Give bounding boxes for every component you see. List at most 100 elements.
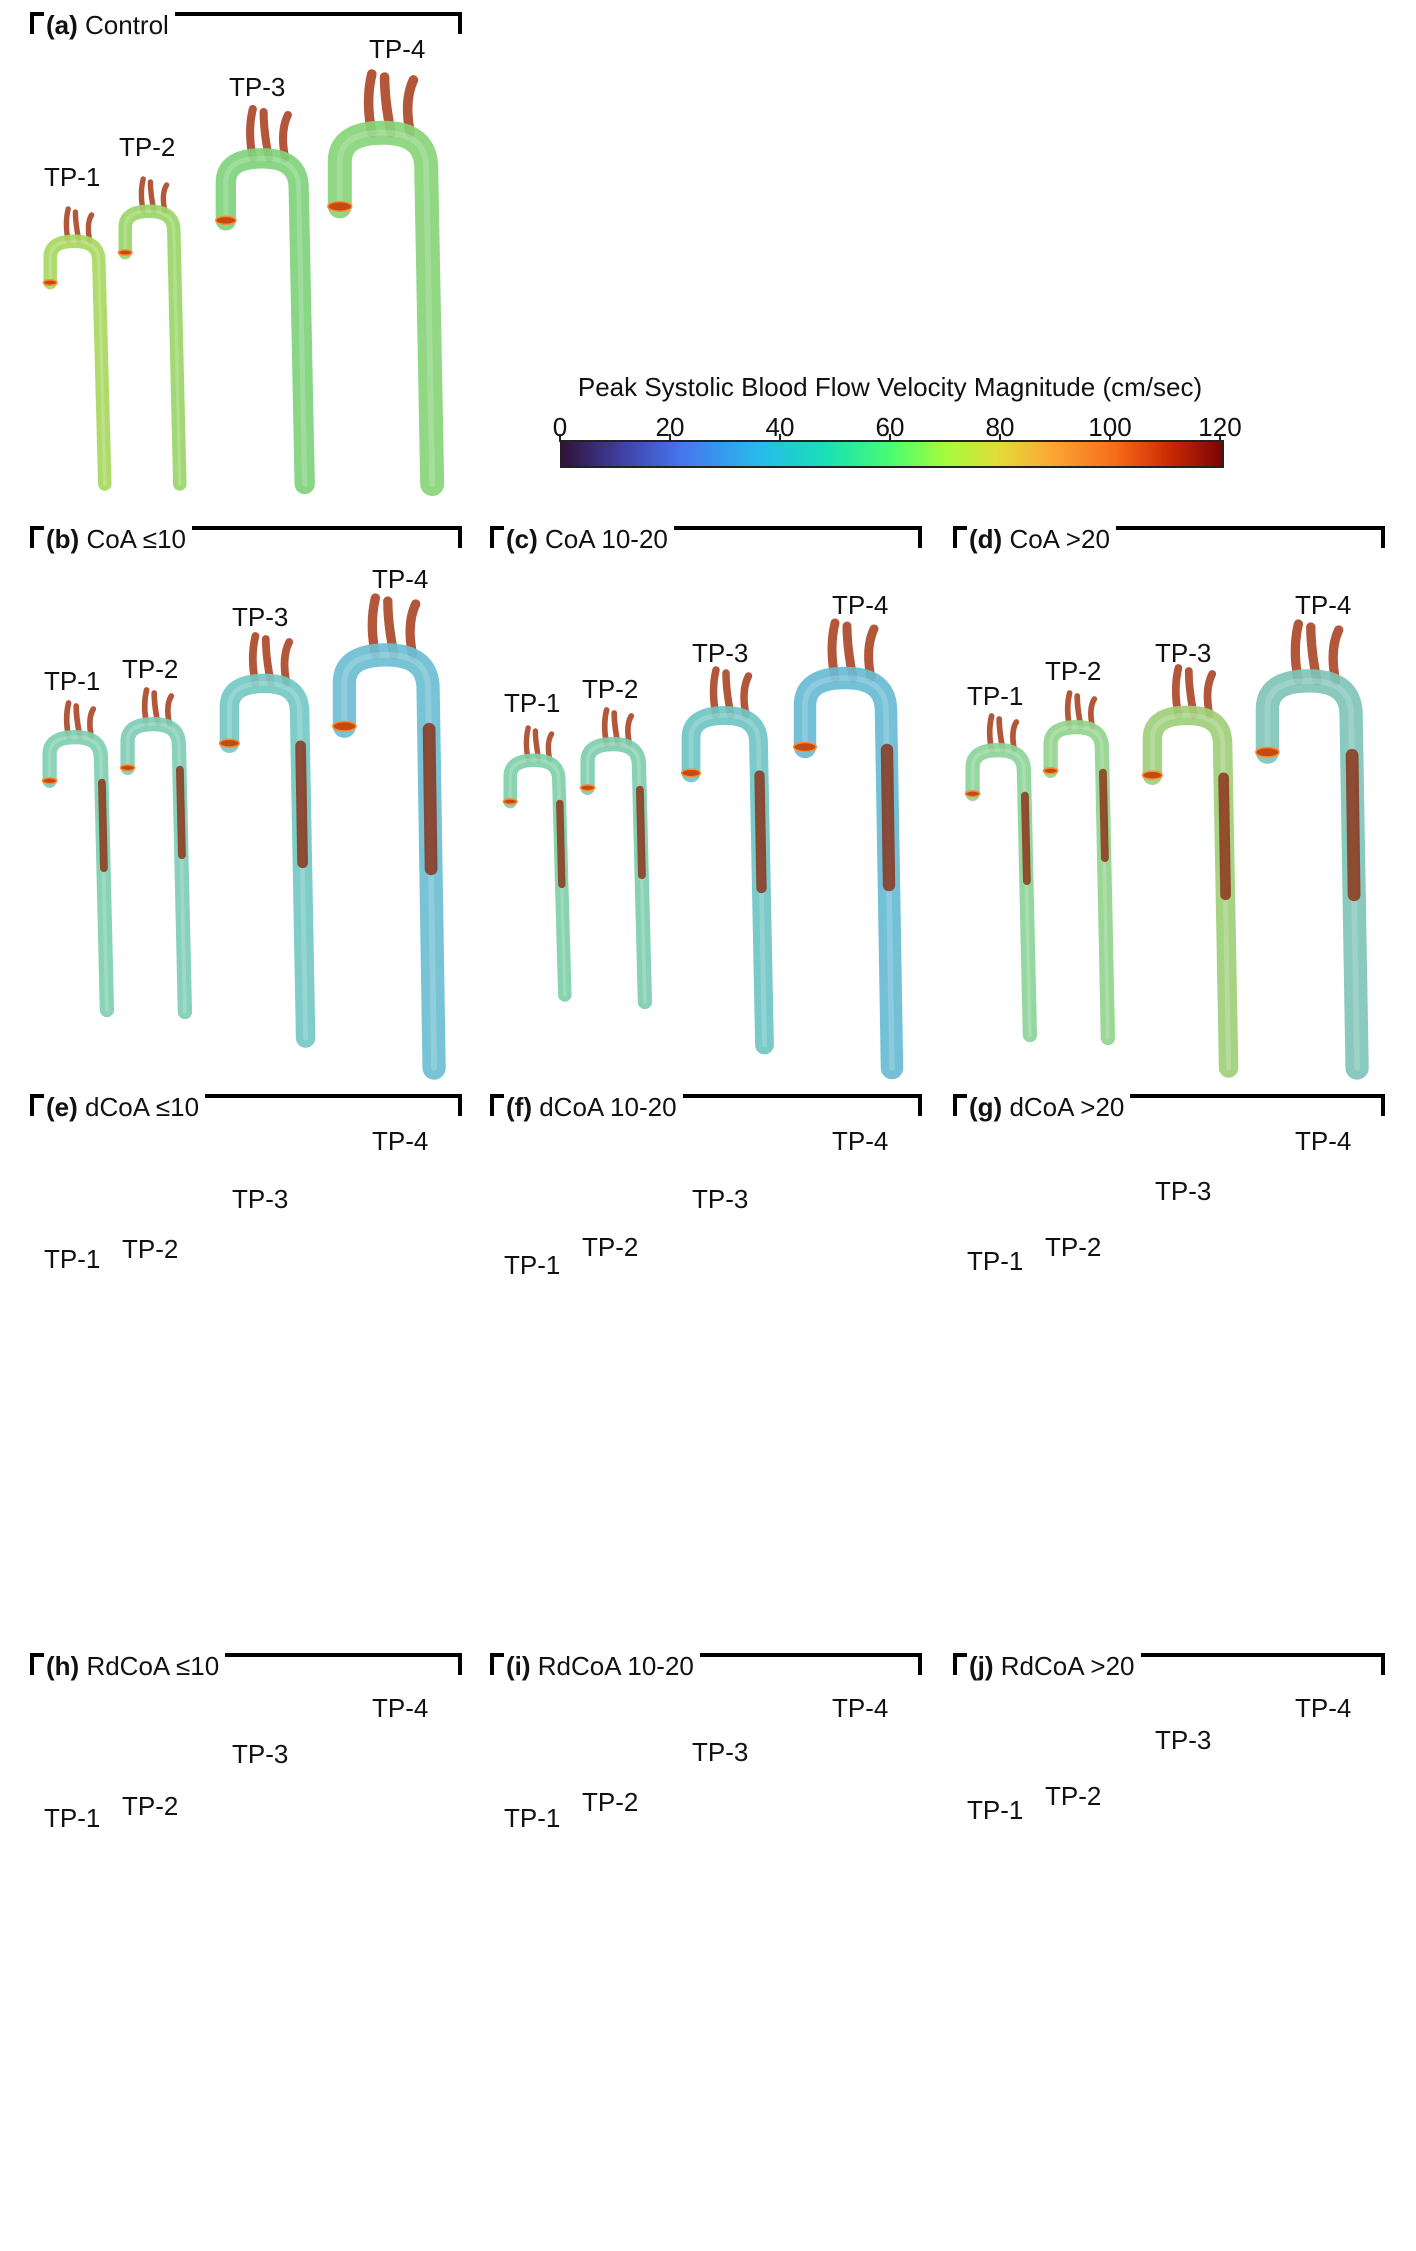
timepoint-label: TP-2 xyxy=(119,132,176,162)
aorta-vessel xyxy=(504,1015,570,1372)
aorta-model-3 xyxy=(214,104,315,495)
coarctation-region xyxy=(1098,768,1109,863)
coarctation-region xyxy=(880,743,896,892)
aortic-inlet-face xyxy=(330,1286,356,1298)
aortic-inlet-face xyxy=(218,738,240,748)
aortic-inlet-face xyxy=(579,784,595,792)
aorta-highlight xyxy=(585,1073,647,1899)
coarctation-region xyxy=(1219,1867,1233,2001)
panel-i: (i) RdCoA 10-20 TP-1 TP-2 TP-3 TP-4 xyxy=(490,1062,922,2243)
aorta-highlight xyxy=(125,722,187,1014)
aorta-vessel xyxy=(1255,669,1369,1080)
aortic-inlet-face xyxy=(1141,1310,1163,1320)
timepoint-label: TP-1 xyxy=(504,1250,561,1280)
aorta-highlight xyxy=(686,1099,769,1877)
aorta-model-1 xyxy=(964,713,1037,1043)
aortic-inlet-face xyxy=(214,215,237,226)
panel-h: (h) RdCoA ≤10 TP-1 TP-2 TP-3 TP-4 xyxy=(30,1082,462,2243)
colorbar-tick-mark xyxy=(1109,434,1111,442)
aortic-inlet-face xyxy=(1042,1340,1058,1348)
aorta-highlight xyxy=(48,239,107,486)
panel-f: (f) dCoA 10-20 TP-1 TP-2 TP-3 TP-4 xyxy=(490,1015,922,1654)
aorta-highlight xyxy=(47,1088,109,1921)
panel-bracket xyxy=(490,1094,922,1116)
colorbar-title: Peak Systolic Blood Flow Velocity Magnit… xyxy=(577,372,1203,402)
panel-letter: (a) xyxy=(46,10,78,40)
aortic-inlet-face xyxy=(117,249,133,257)
panel-bracket xyxy=(953,1094,1385,1116)
timepoint-label: TP-2 xyxy=(1045,1232,1102,1262)
panel-letter: (f) xyxy=(506,1092,532,1122)
panel-bracket xyxy=(953,526,1385,548)
aorta-highlight xyxy=(341,651,437,1071)
aortic-inlet-face xyxy=(218,1320,240,1330)
colorbar-gradient xyxy=(560,440,1224,468)
aorta-highlight xyxy=(509,1020,565,1367)
aortic-inlet-face xyxy=(327,200,353,212)
panel-letter: (g) xyxy=(969,1092,1003,1122)
timepoint-label: TP-3 xyxy=(692,1184,749,1214)
aorta-highlight xyxy=(336,129,436,487)
coarctation-region xyxy=(97,1916,108,2011)
aortic-inlet-face xyxy=(1253,1849,1279,1861)
aorta-highlight xyxy=(1148,1099,1233,1873)
panel-letter: (e) xyxy=(46,1092,78,1122)
panel-title: (a) Control xyxy=(44,10,175,40)
aorta-vessel xyxy=(1042,1064,1115,1900)
panel-bracket xyxy=(490,526,922,548)
panel-letter: (h) xyxy=(46,1651,80,1681)
timepoint-label: TP-2 xyxy=(122,1234,179,1264)
timepoint-label: TP-2 xyxy=(582,1787,639,1817)
aorta-highlight xyxy=(1262,1112,1362,1859)
aorta-highlight xyxy=(123,209,182,486)
coarctation-region xyxy=(175,1898,186,1993)
panel-title: (b) CoA ≤10 xyxy=(44,524,192,554)
aorta-highlight xyxy=(125,1093,187,1903)
aorta-model-4 xyxy=(792,618,904,1080)
timepoint-label: TP-1 xyxy=(967,1246,1024,1276)
coarctation-region xyxy=(883,1854,899,2012)
panel-j: (j) RdCoA >20 TP-1 TP-2 TP-3 TP-4 xyxy=(953,1057,1385,2243)
coarctation-region xyxy=(423,1854,439,2012)
colorbar-tick-mark xyxy=(1219,434,1221,442)
panel-a: (a) Control TP-1 TP-2 TP-3 TP-4 xyxy=(30,10,462,502)
aortic-inlet-face xyxy=(1042,1889,1058,1897)
coarctation-region xyxy=(635,785,646,880)
panel-bracket xyxy=(30,526,462,548)
timepoint-label: TP-3 xyxy=(232,1184,289,1214)
timepoint-label: TP-4 xyxy=(372,564,429,594)
aorta-model-4 xyxy=(1254,619,1369,1080)
aorta-model-4 xyxy=(327,69,445,496)
aorta-highlight xyxy=(1048,725,1110,1040)
aorta-vessel xyxy=(1142,705,1239,1078)
aorta-highlight xyxy=(1048,1070,1110,1895)
colorbar-tick-label: 0 xyxy=(552,412,568,442)
panel-b: (b) CoA ≤10 TP-1 TP-2 TP-3 TP-4 xyxy=(30,524,462,1086)
timepoint-label: TP-1 xyxy=(504,688,561,718)
aortic-inlet-face xyxy=(790,1851,816,1863)
aorta-vessel xyxy=(790,1110,908,1870)
timepoint-label: TP-3 xyxy=(692,1737,749,1767)
coarctation-region xyxy=(753,770,767,894)
timepoint-label: TP-4 xyxy=(372,1126,429,1156)
coarctation-region xyxy=(1020,791,1031,886)
aortic-inlet-face xyxy=(1140,1865,1163,1876)
panel-bracket xyxy=(30,12,462,34)
coarctation-region xyxy=(1098,1890,1109,1985)
timepoint-label: TP-1 xyxy=(44,1244,101,1274)
colorbar-tick-mark xyxy=(669,434,671,442)
timepoint-label: TP-1 xyxy=(44,1803,101,1833)
timepoint-label: TP-4 xyxy=(369,34,426,64)
aortic-inlet-face xyxy=(502,798,518,806)
aorta-highlight xyxy=(222,155,307,487)
aorta-vessel xyxy=(215,148,315,495)
panel-e: (e) dCoA ≤10 TP-1 TP-2 TP-3 TP-4 xyxy=(30,1044,462,1654)
panel-bracket xyxy=(490,1653,922,1675)
aortic-inlet-face xyxy=(41,777,57,785)
aorta-vessel xyxy=(1042,719,1115,1046)
aorta-vessel xyxy=(118,204,187,491)
aortic-inlet-face xyxy=(678,1869,700,1879)
aortic-inlet-face xyxy=(1253,1286,1279,1298)
timepoint-label: TP-1 xyxy=(44,666,101,696)
aorta-vessel xyxy=(679,1092,776,1884)
